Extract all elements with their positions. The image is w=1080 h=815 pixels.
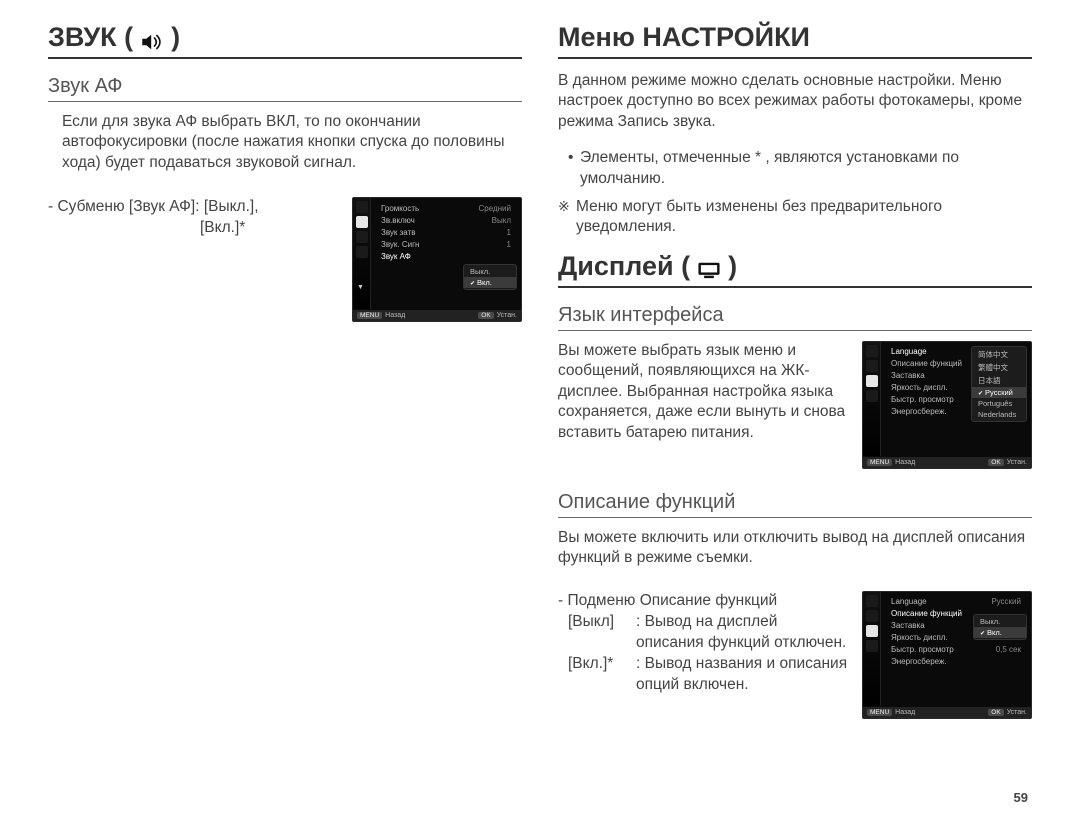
fn-on-key: [Вкл.]* xyxy=(568,654,636,696)
osd-row: ГромкостьСредний xyxy=(375,202,517,214)
osd-row-active: Звук АФ xyxy=(375,250,517,262)
sound-submenu-l1: - Субменю [Звук АФ]: [Выкл.], xyxy=(48,197,334,218)
osd-row: LanguageРусский xyxy=(885,596,1027,608)
fn-off-val: : Вывод на дисплей описания функций откл… xyxy=(636,612,848,654)
osd-option: Português xyxy=(972,398,1026,409)
left-column: ЗВУК ( ) Звук АФ Если для звука АФ выбра… xyxy=(48,22,522,797)
sound-heading: ЗВУК ( ) xyxy=(48,22,522,59)
osd-option-selected: Русский xyxy=(972,387,1026,398)
osd-key-menu: MENU xyxy=(867,709,892,716)
osd-foot-back: Назад xyxy=(895,709,915,716)
sound-af-subheading: Звук АФ xyxy=(48,75,522,102)
osd-foot-ok: Устан. xyxy=(1007,459,1027,466)
fn-off-key: [Выкл] xyxy=(568,612,636,654)
osd-row: Энергосбереж. xyxy=(885,656,1027,668)
manual-page: ЗВУК ( ) Звук АФ Если для звука АФ выбра… xyxy=(0,0,1080,815)
osd-row: Быстр. просмотр0,5 сек xyxy=(885,644,1027,656)
speaker-icon xyxy=(139,29,165,51)
fn-submenu-text: - Подменю Описание функций [Выкл] : Выво… xyxy=(558,591,848,696)
right-column: Меню НАСТРОЙКИ В данном режиме можно сде… xyxy=(558,22,1032,797)
osd-option-selected: Вкл. xyxy=(974,627,1026,638)
osd-option: 日本語 xyxy=(972,374,1026,387)
osd-option-popup: 简体中文 繁體中文 日本語 Русский Português Nederlan… xyxy=(971,346,1027,422)
fn-subheading: Описание функций xyxy=(558,491,1032,518)
osd-foot-back: Назад xyxy=(385,312,405,319)
fn-submenu-label: - Подменю Описание функций xyxy=(558,591,848,612)
osd-sidebar: ▼ xyxy=(353,198,371,309)
language-osd-screenshot: Language Описание функций Заставка Яркос… xyxy=(862,341,1032,469)
sound-osd-screenshot: ▼ ГромкостьСредний Зв.включВыкл Звук зат… xyxy=(352,197,522,322)
settings-bullet: Элементы, отмеченные * , являются устано… xyxy=(568,148,1032,188)
osd-footer: MENUНазад OK Устан. xyxy=(353,310,521,321)
osd-footer: MENUНазад OK Устан. xyxy=(863,707,1031,718)
sound-heading-text: ЗВУК ( xyxy=(48,22,133,53)
osd-key-menu: MENU xyxy=(357,312,382,319)
settings-starnote: Меню могут быть изменены без предварител… xyxy=(558,197,1032,237)
fn-submenu-row: - Подменю Описание функций [Выкл] : Выво… xyxy=(558,591,1032,719)
sound-submenu-l2: [Вкл.]* xyxy=(48,218,334,239)
osd-foot-back: Назад xyxy=(895,459,915,466)
sound-heading-tail: ) xyxy=(171,22,180,53)
osd-foot-ok: Устан. xyxy=(497,312,517,319)
osd-footer: MENUНазад OK Устан. xyxy=(863,457,1031,468)
page-number: 59 xyxy=(1014,790,1028,805)
display-icon xyxy=(696,257,722,279)
osd-key-menu: MENU xyxy=(867,459,892,466)
display-heading: Дисплей ( ) xyxy=(558,251,1032,288)
two-column-layout: ЗВУК ( ) Звук АФ Если для звука АФ выбра… xyxy=(48,22,1032,797)
language-row: Вы можете выбрать язык меню и сообщений,… xyxy=(558,341,1032,469)
fn-on-val: : Вывод названия и описания опций включе… xyxy=(636,654,848,696)
osd-option: 繁體中文 xyxy=(972,361,1026,374)
osd-option-selected: Вкл. xyxy=(464,277,516,288)
sound-submenu-row: - Субменю [Звук АФ]: [Выкл.], [Вкл.]* ▼ … xyxy=(48,197,522,322)
sound-submenu-text: - Субменю [Звук АФ]: [Выкл.], [Вкл.]* xyxy=(48,197,334,239)
osd-key-ok: OK xyxy=(988,709,1003,716)
osd-option: 简体中文 xyxy=(972,348,1026,361)
osd-sidebar xyxy=(863,592,881,706)
osd-row: Звук затв1 xyxy=(375,226,517,238)
osd-option-popup: Выкл. Вкл. xyxy=(973,614,1027,640)
display-heading-text: Дисплей ( xyxy=(558,251,690,282)
osd-key-ok: OK xyxy=(478,312,493,319)
osd-row: Зв.включВыкл xyxy=(375,214,517,226)
language-subheading: Язык интерфейса xyxy=(558,304,1032,331)
fn-paragraph: Вы можете включить или отключить вывод н… xyxy=(558,528,1032,569)
fn-osd-screenshot: LanguageРусский Описание функций Заставк… xyxy=(862,591,1032,719)
sound-af-paragraph: Если для звука АФ выбрать ВКЛ, то по око… xyxy=(48,112,522,173)
settings-paragraph: В данном режиме можно сделать основные н… xyxy=(558,71,1032,132)
settings-heading: Меню НАСТРОЙКИ xyxy=(558,22,1032,59)
language-paragraph: Вы можете выбрать язык меню и сообщений,… xyxy=(558,341,846,443)
osd-option: Выкл. xyxy=(464,266,516,277)
osd-option: Выкл. xyxy=(974,616,1026,627)
osd-key-ok: OK xyxy=(988,459,1003,466)
osd-option: Nederlands xyxy=(972,409,1026,420)
osd-row: Звук. Сигн1 xyxy=(375,238,517,250)
display-heading-tail: ) xyxy=(728,251,737,282)
osd-foot-ok: Устан. xyxy=(1007,709,1027,716)
osd-option-popup: Выкл. Вкл. xyxy=(463,264,517,290)
osd-sidebar xyxy=(863,342,881,456)
settings-bullets: Элементы, отмеченные * , являются устано… xyxy=(558,148,1032,188)
